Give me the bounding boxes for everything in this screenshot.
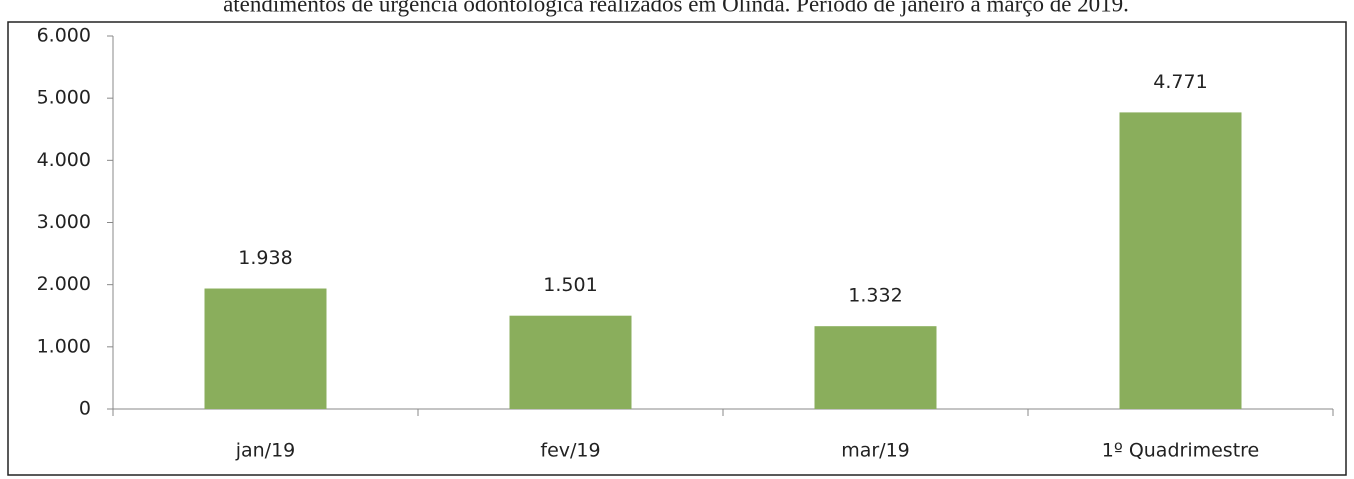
data-label: 1.938 bbox=[238, 247, 292, 269]
y-tick-label: 0 bbox=[79, 398, 91, 420]
chart-frame bbox=[7, 21, 1347, 476]
x-tick-label: mar/19 bbox=[841, 440, 910, 462]
bar bbox=[509, 315, 632, 409]
bar bbox=[204, 288, 327, 409]
x-tick-label: jan/19 bbox=[235, 440, 296, 462]
y-tick-label: 3.000 bbox=[37, 211, 91, 233]
y-tick-label: 5.000 bbox=[37, 87, 91, 109]
y-tick-label: 4.000 bbox=[37, 149, 91, 171]
y-tick-label: 1.000 bbox=[37, 335, 91, 357]
bar bbox=[814, 326, 937, 409]
data-label: 1.332 bbox=[848, 285, 902, 307]
y-tick-label: 6.000 bbox=[37, 25, 91, 47]
data-label: 4.771 bbox=[1153, 71, 1207, 93]
bar bbox=[1119, 112, 1242, 409]
x-tick-label: fev/19 bbox=[540, 440, 600, 462]
data-label: 1.501 bbox=[543, 274, 597, 296]
x-tick-label: 1º Quadrimestre bbox=[1102, 440, 1260, 462]
chart-title: atendimentos de urgência odontológica re… bbox=[223, 0, 1129, 16]
y-tick-label: 2.000 bbox=[37, 273, 91, 295]
